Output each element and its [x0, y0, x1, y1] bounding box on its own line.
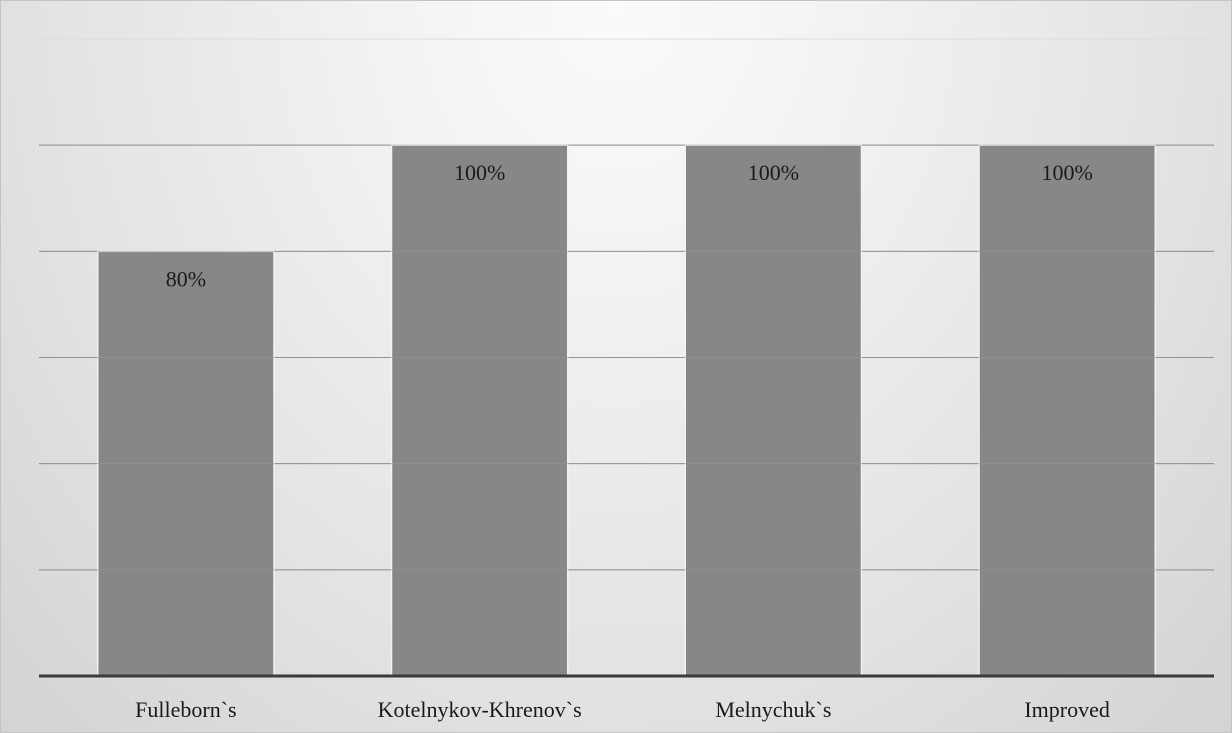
bar [978, 144, 1156, 677]
bars [97, 144, 1156, 677]
data-label: 100% [1041, 160, 1092, 185]
data-label: 80% [166, 266, 206, 291]
gridlines-over-bars [39, 144, 1214, 571]
category-label: Fulleborn`s [135, 697, 236, 722]
data-label: 100% [748, 160, 799, 185]
bar [390, 144, 569, 677]
category-label: Melnychuk`s [715, 697, 831, 722]
category-label: Improved [1024, 697, 1110, 722]
bar [684, 144, 863, 677]
data-label: 100% [454, 160, 505, 185]
category-labels: Fulleborn`s Kotelnykov-Khrenov`s Melnychuk… [135, 697, 1110, 722]
category-label: Kotelnykov-Khrenov`s [378, 697, 582, 722]
data-labels: 80% 100% 100% 100% [166, 160, 1093, 291]
